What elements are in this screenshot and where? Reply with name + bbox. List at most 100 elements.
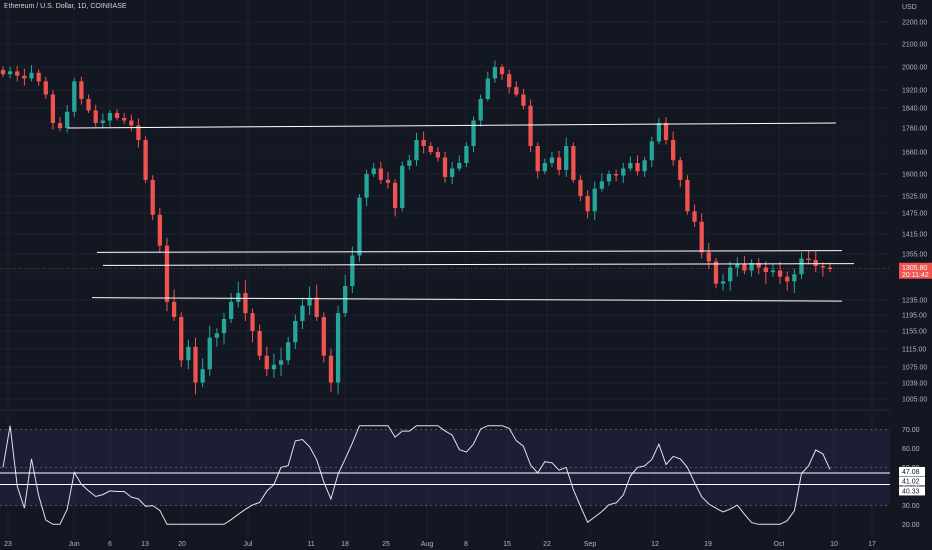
candle-body xyxy=(806,258,811,260)
candle-body xyxy=(763,267,768,272)
price-tick-label: 2200.00 xyxy=(902,20,927,27)
candle-body xyxy=(357,197,362,256)
candle-body xyxy=(521,94,526,106)
candle-body xyxy=(321,317,326,356)
candle-body xyxy=(243,293,248,314)
candle-body xyxy=(100,120,105,123)
rsi-tick-label: 30.00 xyxy=(902,503,920,510)
candle-body xyxy=(606,174,612,182)
candle-body xyxy=(257,331,262,356)
rsi-pane xyxy=(0,425,890,525)
time-tick-label: Sep xyxy=(584,541,597,548)
candle-body xyxy=(442,157,448,177)
candle-body xyxy=(50,94,56,123)
candle-body xyxy=(742,264,747,271)
last-price-label: 1305.80 xyxy=(902,265,927,272)
candle-body xyxy=(656,123,662,142)
candle-body xyxy=(250,313,255,331)
rsi-tick-label: 70.00 xyxy=(902,427,920,434)
time-tick-label: 6 xyxy=(108,541,112,548)
candle-body xyxy=(200,369,205,383)
candle-body xyxy=(792,274,797,282)
candle-body xyxy=(820,266,826,268)
candle-body xyxy=(392,182,398,208)
candle-body xyxy=(756,263,761,268)
candle-body xyxy=(663,123,669,140)
candle-body xyxy=(264,355,269,370)
rsi-band xyxy=(0,429,890,506)
candle-body xyxy=(457,163,462,169)
candle-body xyxy=(364,174,369,198)
price-tick-label: 1195.00 xyxy=(902,313,927,320)
price-tick-label: 1235.00 xyxy=(902,298,927,305)
trend-line[interactable] xyxy=(67,122,837,129)
candle-body xyxy=(179,317,184,361)
candle-body xyxy=(478,99,483,121)
candle-body xyxy=(799,258,804,275)
candle-body xyxy=(428,146,433,152)
candle-body xyxy=(528,105,533,146)
candle-body xyxy=(556,157,562,170)
candle-body xyxy=(628,163,633,169)
rsi-tick-label: 20.00 xyxy=(902,522,920,529)
price-tick-label: 1075.00 xyxy=(902,365,927,372)
currency-label: USD xyxy=(902,4,917,11)
time-tick-label: Jul xyxy=(244,541,253,548)
candle-body xyxy=(186,346,191,361)
time-tick-label: 23 xyxy=(4,541,12,548)
rsi-line xyxy=(2,425,831,525)
candle-body xyxy=(143,140,148,180)
candle-body xyxy=(293,321,298,343)
rsi-value-label: 41.02 xyxy=(902,478,920,485)
candle-body xyxy=(150,179,155,215)
candle-body xyxy=(7,71,13,75)
candle-body xyxy=(157,214,162,246)
candle-body xyxy=(22,75,27,79)
candle-body xyxy=(414,140,419,161)
candle-body xyxy=(613,174,619,176)
candle-body xyxy=(485,78,490,99)
candle-body xyxy=(286,342,291,361)
candle-body xyxy=(271,364,277,370)
price-tick-label: 1415.00 xyxy=(902,232,927,239)
candle-body xyxy=(464,146,469,163)
candle-body xyxy=(671,140,676,161)
rsi-value-label: 47.08 xyxy=(902,469,920,476)
time-tick-label: 18 xyxy=(341,541,349,548)
candle-body xyxy=(492,67,498,79)
support-resistance-lines[interactable] xyxy=(67,122,855,302)
candle-body xyxy=(207,337,212,370)
candle-body xyxy=(827,267,833,269)
price-tick-label: 1760.00 xyxy=(902,126,927,133)
candle-body xyxy=(785,276,790,282)
candle-body xyxy=(692,211,697,222)
candle-body xyxy=(371,168,376,174)
time-axis[interactable]: 23 Jun 6 13 20 Jul 11 18 25 Aug 8 15 22 Sep 12 19 Oct 10 1… xyxy=(4,541,876,548)
rsi-value-tag xyxy=(899,476,925,486)
trend-line[interactable] xyxy=(96,250,843,253)
candle-body xyxy=(585,196,590,212)
candle-body xyxy=(0,69,6,75)
candle-body xyxy=(221,319,227,334)
candle-body xyxy=(578,179,583,196)
time-tick-label: 11 xyxy=(307,541,314,548)
trend-line[interactable] xyxy=(91,297,843,302)
candle-body xyxy=(350,255,355,286)
candle-body xyxy=(735,264,740,268)
candle-body xyxy=(642,160,647,172)
trend-line[interactable] xyxy=(102,263,855,266)
time-tick-label: Jun xyxy=(68,541,79,548)
rsi-tick-label: 60.00 xyxy=(902,446,920,453)
price-tick-label: 1840.00 xyxy=(902,106,927,113)
candle-body xyxy=(307,297,312,306)
time-tick-label: 22 xyxy=(543,541,551,548)
candle-body xyxy=(400,165,405,208)
candle-body xyxy=(592,188,597,212)
last-price-tag xyxy=(899,262,932,279)
price-axis[interactable]: USD 2200.00 2100.00 2000.00 1920.00 1840.00 17… xyxy=(899,4,932,529)
candle-body xyxy=(728,267,733,282)
candle-body xyxy=(193,346,198,383)
candle-body xyxy=(93,110,98,123)
candle-body xyxy=(107,113,113,121)
